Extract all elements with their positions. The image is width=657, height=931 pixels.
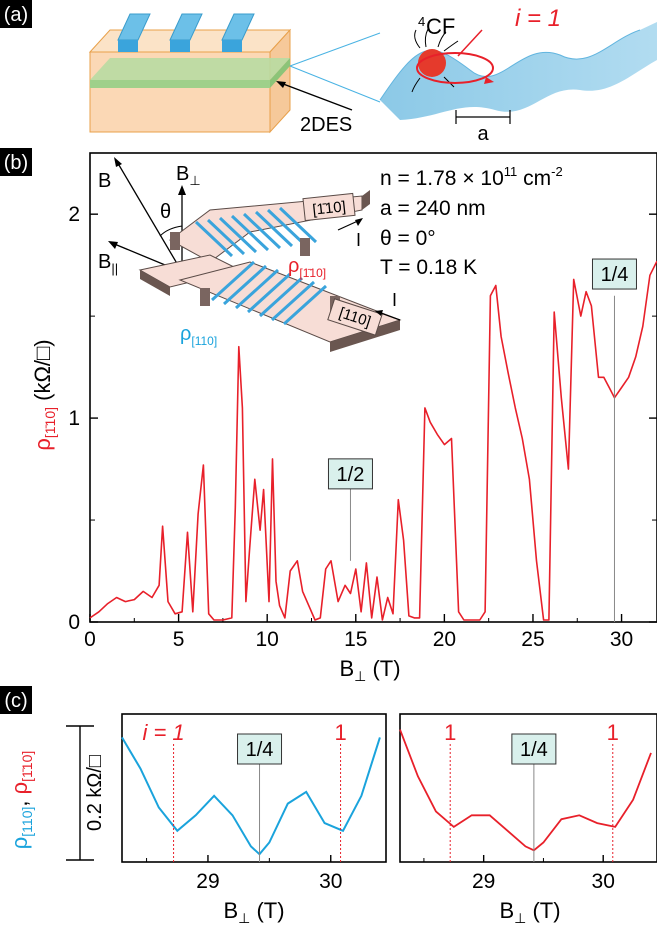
- half-marker-label: 1/2: [337, 464, 365, 486]
- x-tick-label: 10: [256, 628, 279, 651]
- cf-particle: [418, 49, 446, 77]
- panel-c-ylabel: ρ[110], ρ[1̄10]: [7, 751, 35, 850]
- x-tick-label: 30: [319, 870, 342, 893]
- half-marker-box: [327, 458, 373, 490]
- cf-sup: 4: [418, 14, 425, 29]
- panel-c-left-axes: 29 30: [146, 855, 342, 893]
- panel-a: (a) 2DES 4 C: [0, 0, 657, 145]
- panel-c: (c) ρ[110], ρ[1̄10] 0.2 kΩ/□ 29 30 i = 1 …: [0, 686, 657, 926]
- theta-label: θ: [160, 201, 171, 223]
- current-label-bottom: I: [392, 290, 397, 310]
- field-vector-diagram: B B⊥ B|| θ: [98, 157, 201, 276]
- panel-c-right-trace: [399, 729, 652, 852]
- x-tick-label: 5: [173, 628, 185, 651]
- hallbar-label-top: [1̄10]: [312, 198, 347, 218]
- cf-label: CF: [426, 14, 455, 39]
- y-tick-label: 2: [68, 203, 80, 226]
- x-tick-label: 30: [610, 628, 633, 651]
- cyclotron-orbit: [416, 52, 494, 84]
- x-tick-label: 29: [196, 870, 219, 893]
- theta-arc: [159, 225, 183, 237]
- leader-line-top: [289, 32, 381, 67]
- 2des-label: 2DES: [300, 114, 352, 136]
- x-tick-label: 30: [592, 870, 615, 893]
- B-label: B: [98, 170, 111, 192]
- panel-b-trace: [89, 260, 657, 621]
- panel-c-left-trace: [121, 736, 381, 856]
- panel-a-tag-bg: [0, 0, 32, 28]
- panel-a-tag: (a): [4, 4, 28, 26]
- panel-b-xlabel: B⊥ (T): [339, 656, 400, 684]
- Bperp-label: B⊥: [176, 163, 201, 188]
- param-angle: θ = 0°: [380, 227, 436, 250]
- panel-c-right-xlabel: B⊥ (T): [499, 898, 560, 926]
- 2des-wave: [380, 22, 657, 120]
- period-label: a: [477, 123, 489, 145]
- panel-b-frame: [89, 152, 657, 623]
- hallbar-device: [1̄10] [110] I I ρ[1̄10] ρ[110]: [138, 190, 402, 352]
- panel-c-left-frame: [121, 713, 387, 863]
- y-tick-label: 0: [68, 611, 80, 634]
- right-one-label-right: 1: [607, 720, 619, 745]
- rho-red-label: ρ[1̄10]: [288, 255, 326, 280]
- param-period: a = 240 nm: [380, 197, 486, 220]
- quarter-marker-box: [591, 258, 637, 290]
- Bpar-label: B||: [98, 251, 118, 276]
- x-tick-label: 29: [472, 870, 495, 893]
- x-tick-label: 25: [521, 628, 544, 651]
- left-i1-label: i = 1: [142, 720, 184, 745]
- left-one-label: 1: [334, 720, 346, 745]
- x-tick-label: 20: [433, 628, 456, 651]
- param-temperature: T = 0.18 K: [380, 256, 477, 279]
- panel-b-tag: (b): [4, 152, 28, 174]
- panel-c-left-xlabel: B⊥ (T): [223, 898, 284, 926]
- x-tick-label: 15: [344, 628, 367, 651]
- left-quarter-box: [237, 733, 283, 765]
- panel-b-ylabel: ρ[1̄10] (kΩ/□): [30, 339, 58, 450]
- panel-c-right-axes: 29 30: [423, 855, 615, 893]
- panel-b-tag-bg: [0, 148, 32, 176]
- right-quarter-label: 1/4: [520, 739, 548, 761]
- i-equals-one: i = 1: [515, 5, 561, 32]
- 2des-arrow: [277, 81, 353, 111]
- param-density: n = 1.78 × 1011 cm-2: [380, 164, 563, 190]
- scale-bar-label: 0.2 kΩ/□: [84, 755, 106, 831]
- x-tick-label: 0: [84, 628, 96, 651]
- y-tick-label: 1: [68, 407, 80, 430]
- panel-c-tag: (c): [4, 690, 27, 712]
- panel-c-tag-bg: [0, 686, 32, 714]
- quarter-marker-label: 1/4: [601, 264, 629, 286]
- panel-b-axes: 0 5 10 15 20 25 30 0 1 2: [68, 203, 657, 651]
- panel-c-right-frame: [399, 713, 657, 863]
- B-vector: [115, 159, 183, 273]
- current-label-top: I: [356, 230, 361, 250]
- left-quarter-label: 1/4: [246, 739, 274, 761]
- leader-line-bottom: [289, 65, 381, 103]
- flux-lines: [411, 28, 459, 93]
- right-quarter-box: [511, 733, 557, 765]
- panel-b: (b) 0 5 10 15 20 25 30 0 1 2 ρ[1̄10] (kΩ/□) B⊥ (T…: [0, 148, 657, 684]
- right-one-label-left: 1: [444, 720, 456, 745]
- device-box: [88, 13, 292, 134]
- rho-blue-label: ρ[110]: [180, 323, 217, 348]
